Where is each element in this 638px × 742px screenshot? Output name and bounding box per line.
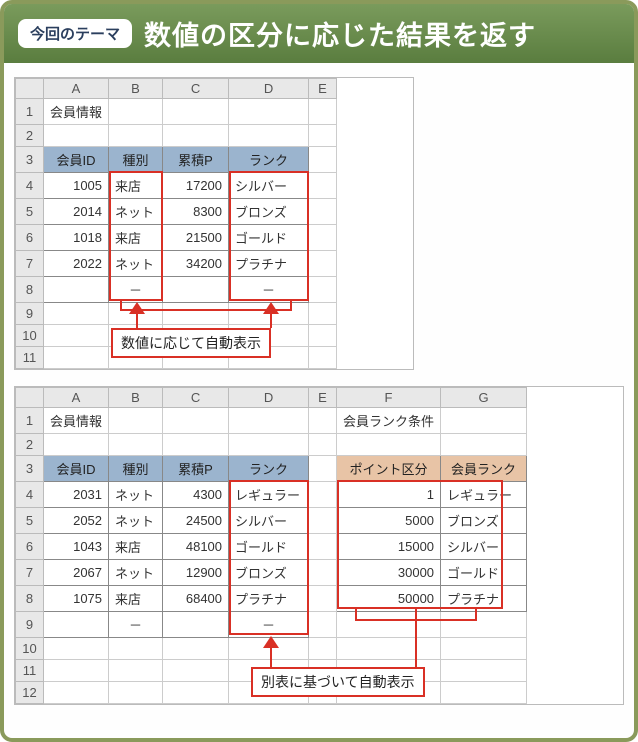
table-title-right: 会員ランク条件 <box>337 408 441 434</box>
col-header: B <box>109 79 163 99</box>
excel-table-1: A B C D E 1 会員情報 2 3 会員ID 種別 累積P <box>15 78 337 369</box>
connector <box>290 301 292 311</box>
connector <box>415 609 417 669</box>
content-area: A B C D E 1 会員情報 2 3 会員ID 種別 累積P <box>4 63 634 735</box>
col-header: C <box>163 79 229 99</box>
col-header: D <box>229 79 309 99</box>
hdr-rank: ランク <box>229 147 309 173</box>
hdr-type: 種別 <box>109 147 163 173</box>
article-card: 今回のテーマ 数値の区分に応じた結果を返す A B C D E 1 会員情報 <box>0 0 638 742</box>
main-title: 数値の区分に応じた結果を返す <box>144 14 536 53</box>
connector <box>270 314 272 328</box>
hdr-id: 会員ID <box>44 147 109 173</box>
callout-lookup-display: 別表に基づいて自動表示 <box>251 667 425 697</box>
arrow-up-icon <box>129 302 145 314</box>
arrow-up-icon <box>263 636 279 648</box>
spreadsheet-panel-1: A B C D E 1 会員情報 2 3 会員ID 種別 累積P <box>14 77 414 370</box>
col-header: E <box>309 79 337 99</box>
theme-badge: 今回のテーマ <box>18 19 132 48</box>
col-header: A <box>44 79 109 99</box>
spreadsheet-panel-2: A B C D E F G 1 会員情報 会員ランク条件 2 <box>14 386 624 705</box>
table-title: 会員情報 <box>44 99 109 125</box>
spreadsheet-2: A B C D E F G 1 会員情報 会員ランク条件 2 <box>14 386 624 705</box>
hdr-pts: 累積P <box>163 147 229 173</box>
table-title-left: 会員情報 <box>44 408 109 434</box>
spreadsheet-1: A B C D E 1 会員情報 2 3 会員ID 種別 累積P <box>14 77 414 370</box>
connector <box>355 619 477 621</box>
connector <box>270 648 272 668</box>
arrow-up-icon <box>263 302 279 314</box>
connector <box>136 314 138 328</box>
header-bar: 今回のテーマ 数値の区分に応じた結果を返す <box>4 4 634 63</box>
callout-auto-display: 数値に応じて自動表示 <box>111 328 271 358</box>
